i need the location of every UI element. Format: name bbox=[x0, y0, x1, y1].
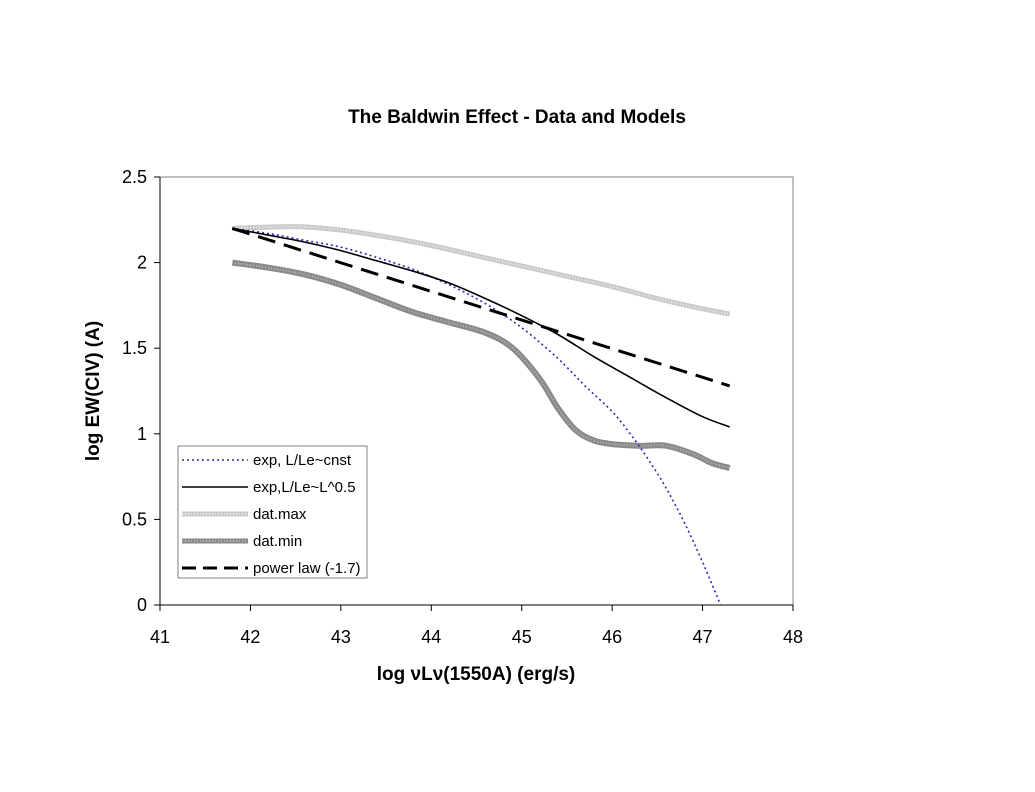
legend-label: dat.max bbox=[253, 506, 307, 523]
legend-label: power law (-1.7) bbox=[253, 560, 361, 577]
series-layer bbox=[231, 224, 731, 606]
legend: exp, L/Le~cnst exp,L/Le~L^0.5 dat.max dat.m… bbox=[177, 445, 368, 579]
legend-label: exp, L/Le~cnst bbox=[253, 452, 352, 469]
legend-item: dat.min bbox=[182, 533, 302, 550]
legend-item: dat.max bbox=[182, 506, 307, 523]
series-line bbox=[232, 227, 722, 606]
x-tick-label: 42 bbox=[240, 627, 260, 647]
series-4 bbox=[231, 226, 731, 388]
y-tick-label: 2.5 bbox=[122, 167, 147, 187]
y-tick-label: 0.5 bbox=[122, 509, 147, 529]
chart-title: The Baldwin Effect - Data and Models bbox=[348, 107, 686, 128]
legend-label: exp,L/Le~L^0.5 bbox=[253, 479, 356, 496]
series-1 bbox=[232, 227, 730, 428]
x-tick-label: 47 bbox=[693, 627, 713, 647]
x-tick-label: 46 bbox=[602, 627, 622, 647]
series-line bbox=[232, 225, 730, 315]
y-tick-label: 1.5 bbox=[122, 338, 147, 358]
y-tick-label: 1 bbox=[137, 424, 147, 444]
x-axis-label: log νLν(1550A) (erg/s) bbox=[377, 664, 576, 685]
legend-items: exp, L/Le~cnst exp,L/Le~L^0.5 dat.max dat.m… bbox=[182, 452, 361, 577]
legend-item: exp, L/Le~cnst bbox=[182, 452, 352, 469]
axes-layer: 41 42 43 44 45 46 47 48 0 0.5 1 1.5 2 2.5 bbox=[122, 167, 803, 647]
legend-item: exp,L/Le~L^0.5 bbox=[182, 479, 356, 496]
series-line bbox=[232, 227, 730, 428]
y-tick-label: 0 bbox=[137, 595, 147, 615]
x-tick-label: 48 bbox=[783, 627, 803, 647]
x-tick-label: 43 bbox=[331, 627, 351, 647]
series-line bbox=[232, 261, 730, 469]
legend-item: power law (-1.7) bbox=[182, 560, 361, 577]
series-3 bbox=[231, 259, 731, 471]
y-axis-label: log EW(CIV) (A) bbox=[83, 321, 104, 461]
y-tick-label: 2 bbox=[137, 253, 147, 273]
series-line bbox=[231, 226, 731, 388]
x-tick-label: 45 bbox=[512, 627, 532, 647]
series-0 bbox=[232, 227, 722, 606]
series-2 bbox=[232, 224, 731, 317]
x-tick-label: 41 bbox=[150, 627, 170, 647]
legend-label: dat.min bbox=[253, 533, 302, 550]
x-tick-label: 44 bbox=[421, 627, 441, 647]
